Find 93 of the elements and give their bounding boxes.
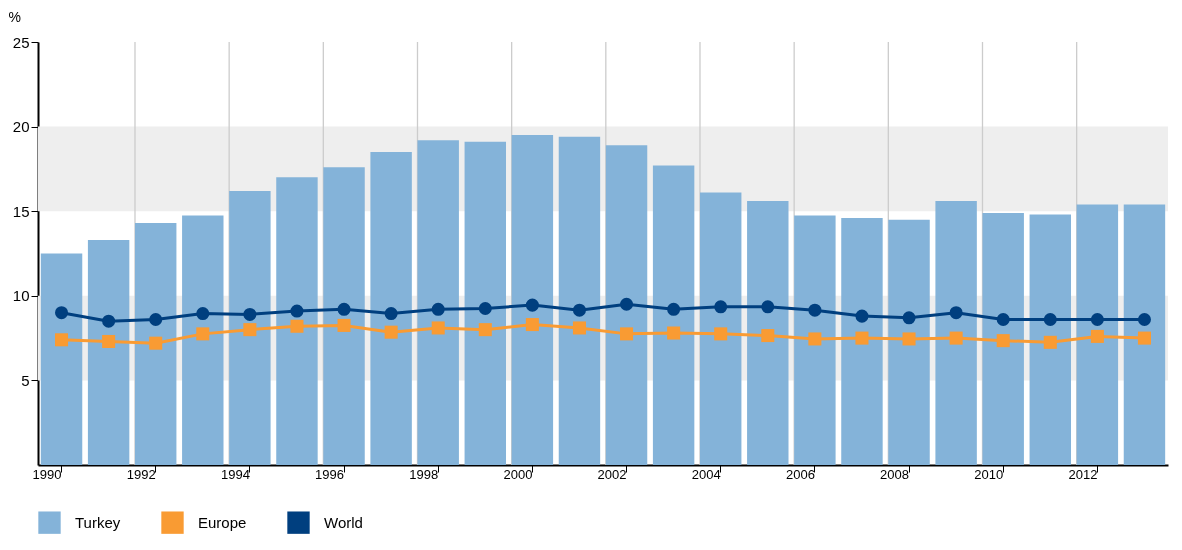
x-tick-label: 1992 [126, 466, 156, 482]
bar [558, 136, 601, 465]
x-tick-label: 2000 [503, 466, 533, 482]
point [384, 325, 398, 339]
bar [323, 167, 365, 465]
point [808, 332, 822, 346]
point [949, 306, 963, 320]
point [620, 327, 634, 341]
point [855, 331, 869, 345]
x-tick-label: 2012 [1068, 466, 1098, 482]
bar [699, 192, 742, 465]
point [572, 303, 586, 317]
y-tick-label: 15 [12, 202, 30, 220]
bar [229, 190, 271, 465]
x-tick-label: 1994 [220, 466, 250, 482]
point [714, 300, 728, 314]
point [996, 312, 1010, 326]
point [761, 300, 775, 314]
bar [982, 212, 1024, 465]
point [1137, 312, 1151, 326]
bar [87, 239, 130, 465]
bar [1123, 204, 1166, 465]
point [337, 318, 351, 332]
bar [935, 201, 977, 465]
point [761, 329, 775, 343]
point [478, 323, 492, 337]
point [149, 312, 163, 326]
point [243, 323, 257, 337]
x-tick-label: 2002 [597, 466, 627, 482]
x-tick-label: 2010 [974, 466, 1004, 482]
x-tick-label: 1990 [32, 466, 62, 482]
point [667, 302, 681, 316]
bar [511, 135, 554, 465]
point [525, 298, 539, 312]
point [337, 302, 351, 316]
y-tick-label: 5 [21, 371, 30, 389]
y-axis-title: % [8, 8, 21, 25]
point [996, 334, 1010, 348]
bar [417, 140, 459, 465]
x-tick-label: 1998 [409, 466, 439, 482]
point [102, 314, 116, 328]
y-tick-label: 25 [12, 33, 30, 51]
point [525, 318, 539, 332]
bar [794, 215, 836, 465]
point [149, 336, 163, 350]
point [808, 303, 822, 317]
bar [370, 151, 412, 465]
x-tick-label: 2006 [785, 466, 815, 482]
point [949, 331, 963, 345]
point [667, 326, 681, 340]
point [102, 334, 116, 348]
point [902, 311, 916, 325]
bar [464, 141, 507, 465]
x-tick-label: 2004 [691, 466, 721, 482]
bar [276, 177, 318, 465]
point [196, 307, 210, 321]
bar [40, 253, 83, 465]
bar [888, 219, 930, 465]
bar [841, 217, 883, 465]
point [196, 327, 210, 341]
legend-label: Europe [198, 513, 247, 531]
point [55, 306, 69, 320]
x-tick-label: 2008 [880, 466, 910, 482]
bar [652, 165, 695, 465]
point [1043, 312, 1057, 326]
bar [1029, 214, 1072, 465]
y-tick-label: 20 [12, 118, 30, 136]
point [902, 332, 916, 346]
bar [182, 215, 224, 465]
point [384, 307, 398, 321]
y-tick-label: 10 [12, 287, 30, 305]
point [855, 309, 869, 323]
point [620, 297, 634, 311]
bar [605, 145, 648, 465]
legend-label: Turkey [75, 513, 121, 531]
point [478, 301, 492, 315]
point [290, 319, 304, 333]
point [243, 307, 257, 321]
point [572, 321, 586, 335]
point [1043, 335, 1057, 349]
bar [747, 201, 789, 465]
point [1090, 329, 1104, 343]
bar [134, 223, 177, 465]
x-tick-label: 1996 [315, 466, 345, 482]
point [714, 327, 728, 341]
point [431, 302, 445, 316]
point [290, 304, 304, 318]
point [1090, 312, 1104, 326]
legend-label: World [324, 513, 363, 531]
bar [1076, 204, 1119, 465]
point [55, 333, 69, 347]
point [431, 321, 445, 335]
point [1137, 331, 1151, 345]
